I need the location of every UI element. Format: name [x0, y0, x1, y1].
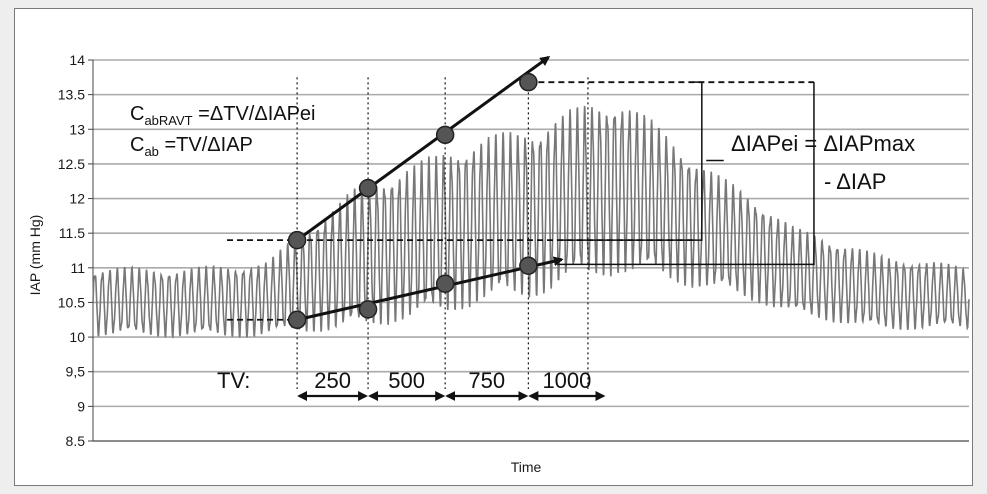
delta-bracket-inner — [557, 81, 703, 241]
formula-cab-prefix: C — [130, 134, 144, 156]
delta-iap-label: - ΔIAP — [824, 169, 886, 194]
y-tick-label: 14 — [69, 52, 85, 68]
lower-point-marker — [519, 256, 538, 275]
iap-waveform — [92, 105, 970, 339]
y-tick-labels: 8.5 9 9,5 10 10.5 11 11.5 12 12.5 13 13.5 14 — [58, 52, 85, 449]
delta-bracket-outer — [557, 82, 815, 266]
y-tick-label: 10 — [69, 329, 85, 345]
x-axis-title: Time — [511, 459, 542, 475]
lower-point-marker — [358, 300, 378, 319]
upper-point-marker — [358, 178, 378, 198]
delta-iapei-label: ΔIAPei = ΔIAPmax — [731, 131, 915, 156]
y-tick-label: 11 — [70, 260, 85, 276]
upper-slope-arrow — [296, 56, 551, 242]
formula-cabravt-rest: =ΔTV/ΔIAPei — [193, 103, 316, 125]
upper-point-marker — [519, 72, 538, 92]
tv-value-label: 1000 — [542, 368, 591, 393]
formula-cab: Cab =TV/ΔIAP — [130, 134, 253, 159]
iap-trace — [92, 105, 970, 339]
formula-cab-sub: ab — [144, 144, 158, 159]
tv-value-label: 500 — [388, 368, 425, 393]
y-tick-label: 13 — [69, 121, 85, 137]
y-tick-label: 9 — [77, 398, 85, 414]
y-tick-label: 11.5 — [59, 225, 85, 241]
y-axis-title: IAP (mm Hg) — [27, 215, 43, 296]
y-tick-label: 8.5 — [66, 433, 86, 449]
formula-cabravt-sub: abRAVT — [144, 113, 192, 128]
lower-point-marker — [435, 274, 455, 294]
tv-value-label: 750 — [468, 368, 505, 393]
lower-slope-arrow — [296, 256, 564, 322]
tv-value-label: 250 — [314, 368, 351, 393]
upper-point-marker — [287, 230, 307, 250]
y-tick-label: 12 — [69, 191, 85, 207]
grid-lines — [88, 59, 969, 442]
y-tick-label: 12.5 — [58, 156, 85, 172]
upper-point-marker — [435, 125, 455, 145]
formula-cab-rest: =TV/ΔIAP — [159, 134, 253, 156]
annotation-overlay — [227, 56, 815, 390]
tv-values: 250 500 750 1000 — [297, 368, 606, 401]
y-tick-label: 9,5 — [66, 364, 86, 380]
formula-cabravt: CabRAVT =ΔTV/ΔIAPei — [130, 103, 316, 128]
y-tick-label: 10.5 — [58, 294, 85, 310]
formula-cabravt-prefix: C — [130, 103, 144, 125]
y-tick-label: 13.5 — [58, 87, 85, 103]
lower-point-marker — [287, 310, 307, 330]
tv-label: TV: — [217, 368, 250, 393]
